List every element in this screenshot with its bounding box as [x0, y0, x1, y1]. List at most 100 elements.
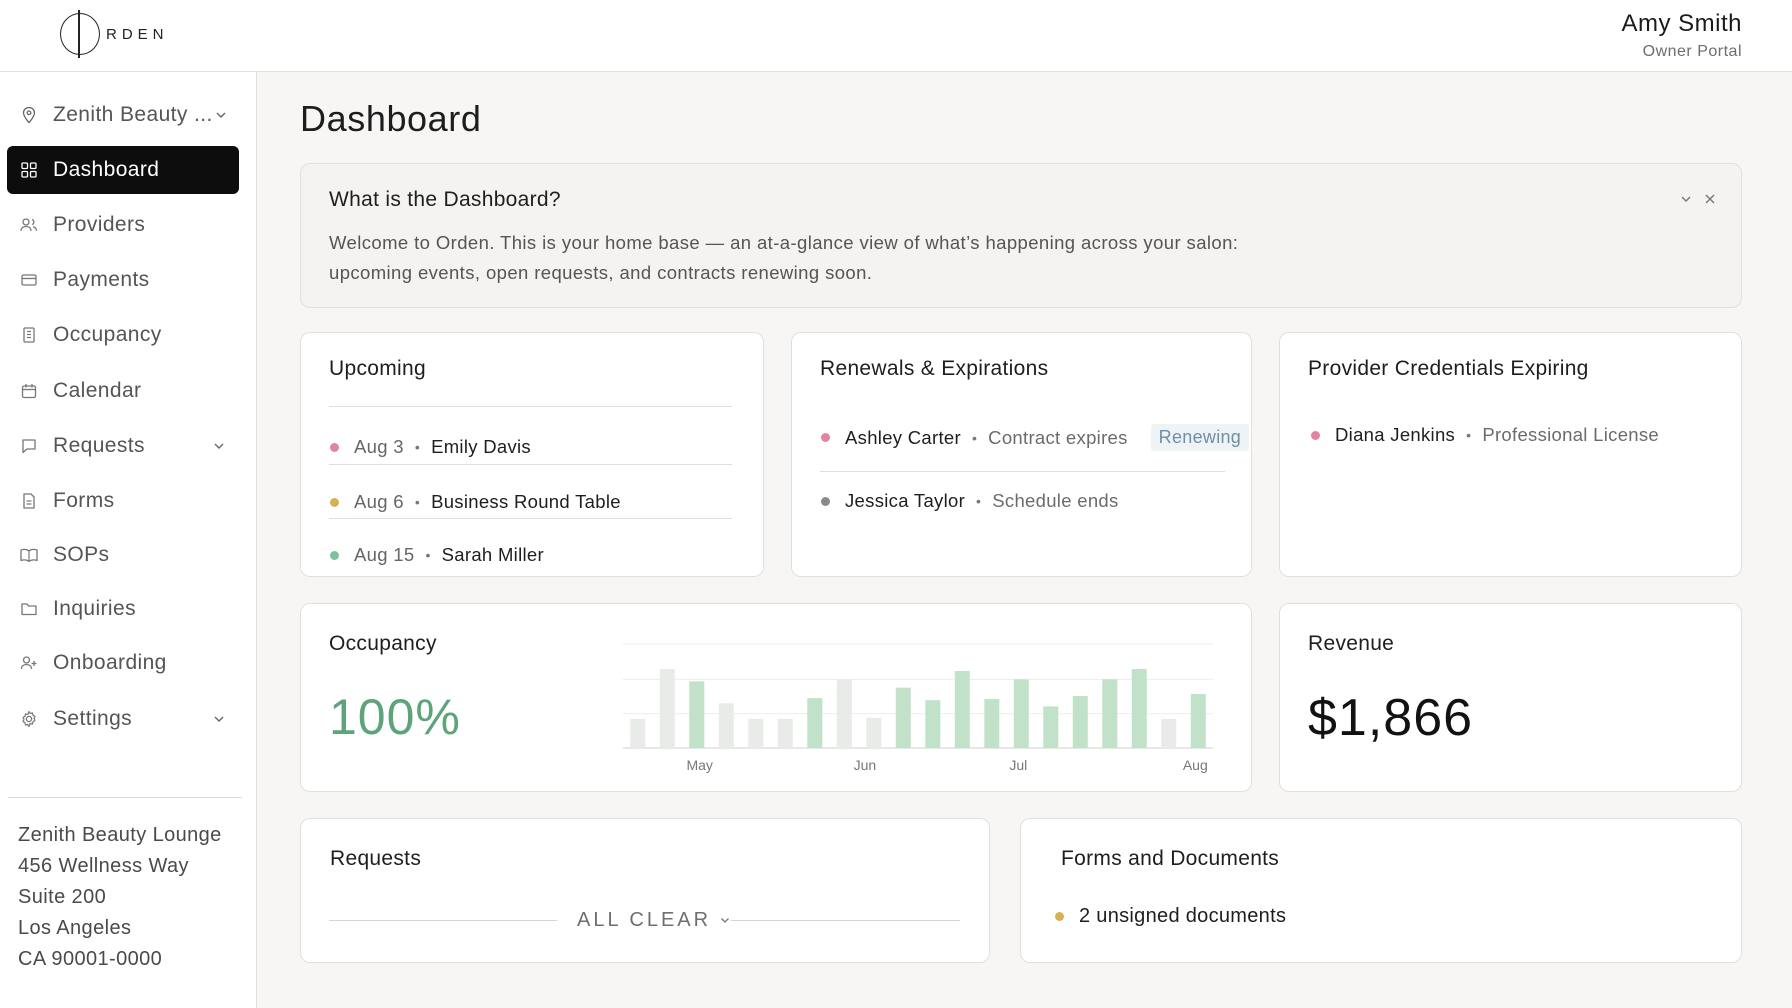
occupancy-card: Occupancy 100% May Jun Jul Aug: [300, 603, 1252, 792]
forms-title: Forms and Documents: [1061, 847, 1280, 870]
close-icon[interactable]: [1703, 192, 1717, 206]
chart-bar[interactable]: [954, 671, 970, 748]
bullet-separator: •: [976, 493, 982, 509]
divider: [731, 920, 960, 921]
sidebar-item-dashboard[interactable]: Dashboard: [7, 146, 239, 194]
address-line: Los Angeles: [18, 917, 132, 939]
credit-card-icon: [19, 270, 39, 290]
upcoming-item[interactable]: Aug 6 • Business Round Table: [330, 491, 621, 513]
upcoming-item[interactable]: Aug 15 • Sarah Miller: [330, 544, 544, 566]
chart-x-tick-label: Jul: [1009, 757, 1027, 773]
sidebar-item-inquiries[interactable]: Inquiries: [7, 585, 239, 633]
status-dot: [1055, 912, 1064, 921]
message-icon: [19, 436, 39, 456]
status-dot: [821, 433, 830, 442]
sidebar-item-occupancy[interactable]: Occupancy: [7, 311, 239, 359]
unsigned-documents-item[interactable]: 2 unsigned documents: [1055, 905, 1286, 928]
provider-name: Ashley Carter: [845, 426, 961, 448]
sidebar-item-label: Occupancy: [53, 323, 162, 346]
requests-status: ALL CLEAR: [577, 909, 712, 931]
chart-bar[interactable]: [984, 699, 1000, 748]
chart-bar[interactable]: [1072, 696, 1088, 748]
provider-name: Diana Jenkins: [1335, 424, 1456, 445]
forms-card: Forms and Documents 2 unsigned documents: [1020, 818, 1742, 963]
info-line: Welcome to Orden. This is your home base…: [329, 232, 1239, 253]
chart-bar[interactable]: [807, 698, 823, 748]
sidebar-item-label: Forms: [53, 489, 115, 512]
chart-bar[interactable]: [866, 717, 882, 748]
chart-x-tick-label: Jun: [854, 757, 877, 773]
sidebar-item-payments[interactable]: Payments: [7, 256, 239, 304]
sidebar-item-forms[interactable]: Forms: [7, 477, 239, 525]
occupancy-title: Occupancy: [329, 632, 437, 655]
requests-card: Requests ALL CLEAR: [300, 818, 990, 963]
chart-bar[interactable]: [1043, 706, 1059, 748]
sidebar-item-label: Payments: [53, 268, 150, 291]
chart-bar[interactable]: [925, 700, 941, 748]
chart-bar[interactable]: [1102, 679, 1118, 748]
chart-bar[interactable]: [1161, 718, 1177, 748]
upcoming-title: Upcoming: [329, 357, 426, 380]
sidebar-item-calendar[interactable]: Calendar: [7, 367, 239, 415]
renewal-item[interactable]: Ashley Carter • Contract expires Renewin…: [821, 424, 1250, 451]
status-dot: [330, 497, 339, 507]
bullet-separator: •: [425, 547, 431, 563]
revenue-card: Revenue $1,866: [1279, 603, 1742, 792]
sidebar-item-onboarding[interactable]: Onboarding: [7, 639, 239, 687]
divider: [820, 471, 1225, 472]
event-name: Business Round Table: [431, 491, 621, 512]
bullet-separator: •: [414, 439, 421, 455]
logo-text: RDEN: [106, 25, 169, 43]
credential-item[interactable]: Diana Jenkins • Professional License: [1311, 424, 1659, 446]
divider: [329, 464, 732, 465]
sidebar-item-label: Dashboard: [53, 158, 160, 181]
dashboard-info-card: What is the Dashboard? Welcome to Orden.…: [300, 163, 1742, 308]
building-icon: [19, 325, 39, 345]
chart-bar[interactable]: [718, 703, 734, 748]
file-icon: [19, 491, 39, 511]
sidebar-item-label: Providers: [53, 213, 146, 236]
renewals-title: Renewals & Expirations: [820, 357, 1049, 380]
sidebar-item-requests[interactable]: Requests: [7, 422, 239, 470]
chart-bar[interactable]: [1131, 669, 1147, 748]
location-label: Zenith Beauty ...: [53, 103, 213, 126]
chart-bar[interactable]: [895, 687, 911, 748]
sidebar-item-sops[interactable]: SOPs: [7, 531, 239, 579]
collapse-chevron-icon[interactable]: [1679, 192, 1693, 206]
user-plus-icon: [19, 653, 39, 673]
renewals-card: Renewals & Expirations Ashley Carter • C…: [791, 332, 1252, 577]
user-menu[interactable]: Amy Smith Owner Portal: [1621, 10, 1742, 61]
chart-bar[interactable]: [836, 679, 852, 748]
chart-bar[interactable]: [1013, 679, 1029, 748]
chart-bar[interactable]: [659, 669, 675, 748]
calendar-icon: [19, 381, 39, 401]
chart-bar[interactable]: [748, 718, 764, 748]
location-selector[interactable]: Zenith Beauty ...: [7, 91, 239, 139]
salon-address: Zenith Beauty Lounge 456 Wellness Way Su…: [18, 820, 222, 975]
event-date: Aug 15: [354, 544, 415, 565]
renewal-item[interactable]: Jessica Taylor • Schedule ends: [821, 490, 1119, 512]
renewing-badge: Renewing: [1150, 424, 1250, 451]
map-pin-icon: [19, 105, 39, 125]
chart-bar[interactable]: [630, 718, 646, 748]
chart-bar[interactable]: [1190, 693, 1206, 748]
chart-bar[interactable]: [689, 681, 705, 748]
sidebar-item-label: Calendar: [53, 379, 142, 402]
sidebar-item-providers[interactable]: Providers: [7, 201, 239, 249]
upcoming-card: Upcoming Aug 3 • Emily Davis Aug 6 • Bus…: [300, 332, 764, 577]
address-line: CA 90001-0000: [18, 948, 163, 970]
credentials-card: Provider Credentials Expiring Diana Jenk…: [1279, 332, 1742, 577]
upcoming-item[interactable]: Aug 3 • Emily Davis: [330, 436, 531, 458]
credentials-title: Provider Credentials Expiring: [1308, 357, 1589, 380]
bullet-separator: •: [414, 494, 421, 510]
sidebar-item-label: Settings: [53, 707, 133, 730]
orden-logo[interactable]: RDEN: [60, 10, 169, 58]
chevron-down-icon: [211, 436, 227, 452]
chart-bar[interactable]: [777, 718, 793, 748]
address-line: 456 Wellness Way: [18, 855, 189, 877]
top-bar: RDEN Amy Smith Owner Portal: [0, 0, 1792, 72]
chevron-down-icon: [213, 105, 229, 121]
sidebar-item-settings[interactable]: Settings: [7, 695, 239, 743]
requests-status-toggle[interactable]: ALL CLEAR: [577, 909, 731, 932]
logo-mark-icon: [60, 10, 100, 58]
